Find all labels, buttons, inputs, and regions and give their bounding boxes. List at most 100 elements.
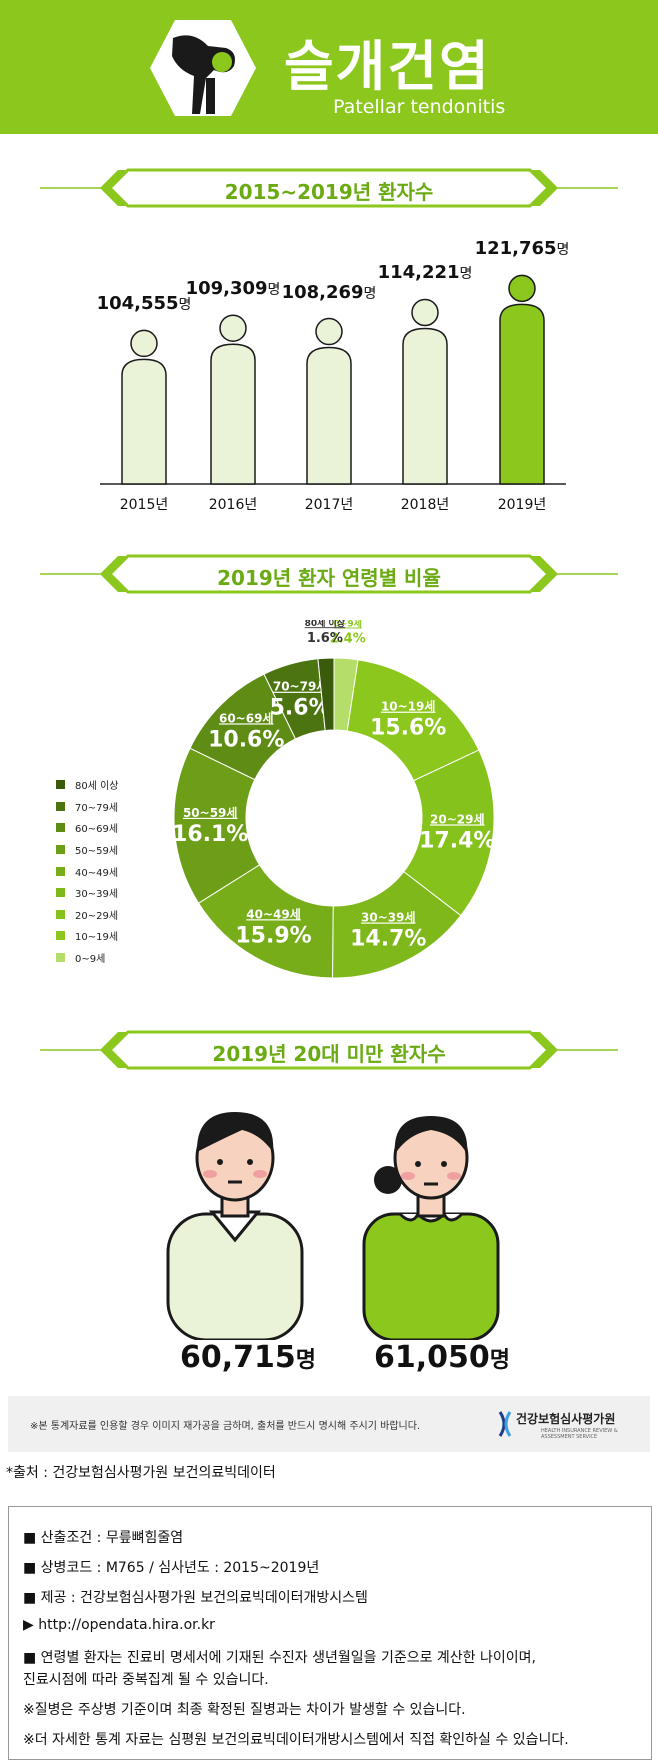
svg-text:20~29세: 20~29세 [430,811,485,826]
knee-joint-icon [150,20,256,116]
legend-swatch [56,909,65,919]
legend-swatch [56,780,65,790]
svg-text:70~79세: 70~79세 [273,679,328,694]
svg-text:40~49세: 40~49세 [246,906,301,921]
slice-label: 50~59세 16.1% [172,805,248,847]
svg-text:10~19세: 10~19세 [381,699,436,714]
legend-item: 10~19세 [56,925,119,947]
legend-item: 20~29세 [56,904,119,926]
svg-text:80세 이상: 80세 이상 [305,620,346,629]
section2-banner [40,554,618,594]
svg-text:60~69세: 60~69세 [219,710,274,725]
page-subtitle: Patellar tendonitis [333,96,506,118]
info-box: ■ 산출조건 : 무릎뼈힘줄염 ■ 상병코드 : M765 / 심사년도 : 2… [8,1506,652,1760]
bar-person [210,314,256,485]
hira-logo-icon [498,1411,512,1437]
legend-item: 30~39세 [56,882,119,904]
svg-text:14.7%: 14.7% [350,927,426,952]
slice-label: 10~19세 15.6% [370,699,446,741]
male-count-label: 60,715명 [180,1340,317,1375]
org-name: 건강보험심사평가원 [516,1412,616,1426]
yearly-patient-chart [100,274,566,485]
notice-box: ※본 통계자료를 인용할 경우 이미지 재가공을 금하며, 출처를 반드시 명시… [8,1396,650,1452]
org-subtitle: HEALTH INSURANCE REVIEW & ASSESSMENT SER… [541,1428,618,1440]
donut-slice [317,657,335,731]
svg-text:10.6%: 10.6% [208,727,284,752]
bar-value-label: 109,309명 [185,278,281,300]
info-line: ■ 연령별 환자는 진료비 명세서에 기재된 수진자 생년월일을 기준으로 계산… [23,1650,536,1666]
legend-label: 20~29세 [75,910,119,922]
slice-label: 30~39세 14.7% [350,910,426,952]
svg-text:17.4%: 17.4% [419,828,495,853]
legend-swatch [56,931,65,941]
info-link[interactable]: ▶ http://opendata.hira.or.kr [23,1617,215,1633]
info-line: ※질병은 주상병 기준이며 최종 확정된 질병과는 차이가 발생할 수 있습니다… [23,1702,466,1718]
legend-label: 60~69세 [75,824,119,836]
info-line: ■ 제공 : 건강보험심사평가원 보건의료빅데이터개방시스템 [23,1590,368,1606]
bar-value-label: 108,269명 [281,281,377,303]
age-ratio-donut-chart: 0~9세 2.4% 10~19세 15.6% 20~29세 17.4% 30~39세 14.7… [172,620,495,979]
legend-label: 0~9세 [75,954,106,966]
slice-label: 20~29세 17.4% [419,811,495,853]
svg-text:2.4%: 2.4% [330,632,366,647]
legend-swatch [56,888,65,898]
legend-swatch [56,866,65,876]
female-figure-icon [362,1116,500,1340]
svg-text:15.9%: 15.9% [235,923,311,948]
source-text: *출처 : 건강보험심사평가원 보건의료빅데이터 [6,1465,276,1481]
bar-person [499,274,545,485]
legend-label: 40~49세 [75,867,119,879]
svg-text:1.6%: 1.6% [307,631,343,646]
legend-swatch [56,845,65,855]
bar-category-label: 2017년 [304,497,354,513]
bar-category-label: 2016년 [208,497,258,513]
info-line: ※더 자세한 통계 자료는 심평원 보건의료빅데이터개방시스템에서 직접 확인하… [23,1732,569,1748]
legend-item: 0~9세 [56,947,119,969]
bar-category-label: 2018년 [400,497,450,513]
svg-text:50~59세: 50~59세 [183,805,238,820]
female-count-label: 61,050명 [374,1340,511,1375]
legend-swatch [56,801,65,811]
male-figure-icon [166,1112,304,1340]
svg-text:30~39세: 30~39세 [361,910,416,925]
legend-item: 70~79세 [56,796,119,818]
section3-banner [40,1030,618,1070]
legend-swatch [56,953,65,963]
info-line: 진료시점에 따라 중복집계 될 수 있습니다. [23,1672,269,1688]
legend-item: 60~69세 [56,817,119,839]
bar-person [121,329,167,485]
section3-title: 2019년 20대 미만 환자수 [212,1042,446,1066]
slice-label: 70~79세 5.6% [270,679,331,721]
slice-label: 80세 이상 1.6% [305,620,346,646]
slice-label: 0~9세 2.4% [330,620,366,647]
bar-person [402,298,448,485]
legend-label: 30~39세 [75,889,119,901]
svg-text:16.1%: 16.1% [172,822,248,847]
bar-person [306,317,352,485]
info-line: ■ 산출조건 : 무릎뼈힘줄염 [23,1530,184,1546]
legend-label: 80세 이상 [75,781,119,793]
legend-item: 50~59세 [56,839,119,861]
age-legend: 80세 이상 70~79세 60~69세 50~59세 40~49세 30~39세 20~2… [56,774,119,968]
bar-value-label: 121,765명 [474,238,570,260]
slice-label: 40~49세 15.9% [235,906,311,948]
svg-text:0~9세: 0~9세 [334,620,362,630]
info-line: ■ 상병코드 : M765 / 심사년도 : 2015~2019년 [23,1560,320,1576]
bar-category-label: 2015년 [119,497,169,513]
bar-value-label: 104,555명 [96,293,192,315]
legend-item: 80세 이상 [56,774,119,796]
svg-text:5.6%: 5.6% [270,696,331,721]
section1-banner [40,168,618,208]
section2-title: 2019년 환자 연령별 비율 [217,566,441,590]
header-banner: 슬개건염 Patellar tendonitis [0,0,658,134]
legend-item: 40~49세 [56,860,119,882]
legend-swatch [56,823,65,833]
slice-label: 60~69세 10.6% [208,710,284,752]
svg-text:15.6%: 15.6% [370,716,446,741]
legend-label: 50~59세 [75,846,119,858]
section1-title: 2015~2019년 환자수 [224,180,434,204]
legend-label: 70~79세 [75,802,119,814]
notice-text: ※본 통계자료를 인용할 경우 이미지 재가공을 금하며, 출처를 반드시 명시… [30,1421,421,1432]
bar-value-label: 114,221명 [377,262,473,284]
page-title: 슬개건염 [284,35,491,98]
